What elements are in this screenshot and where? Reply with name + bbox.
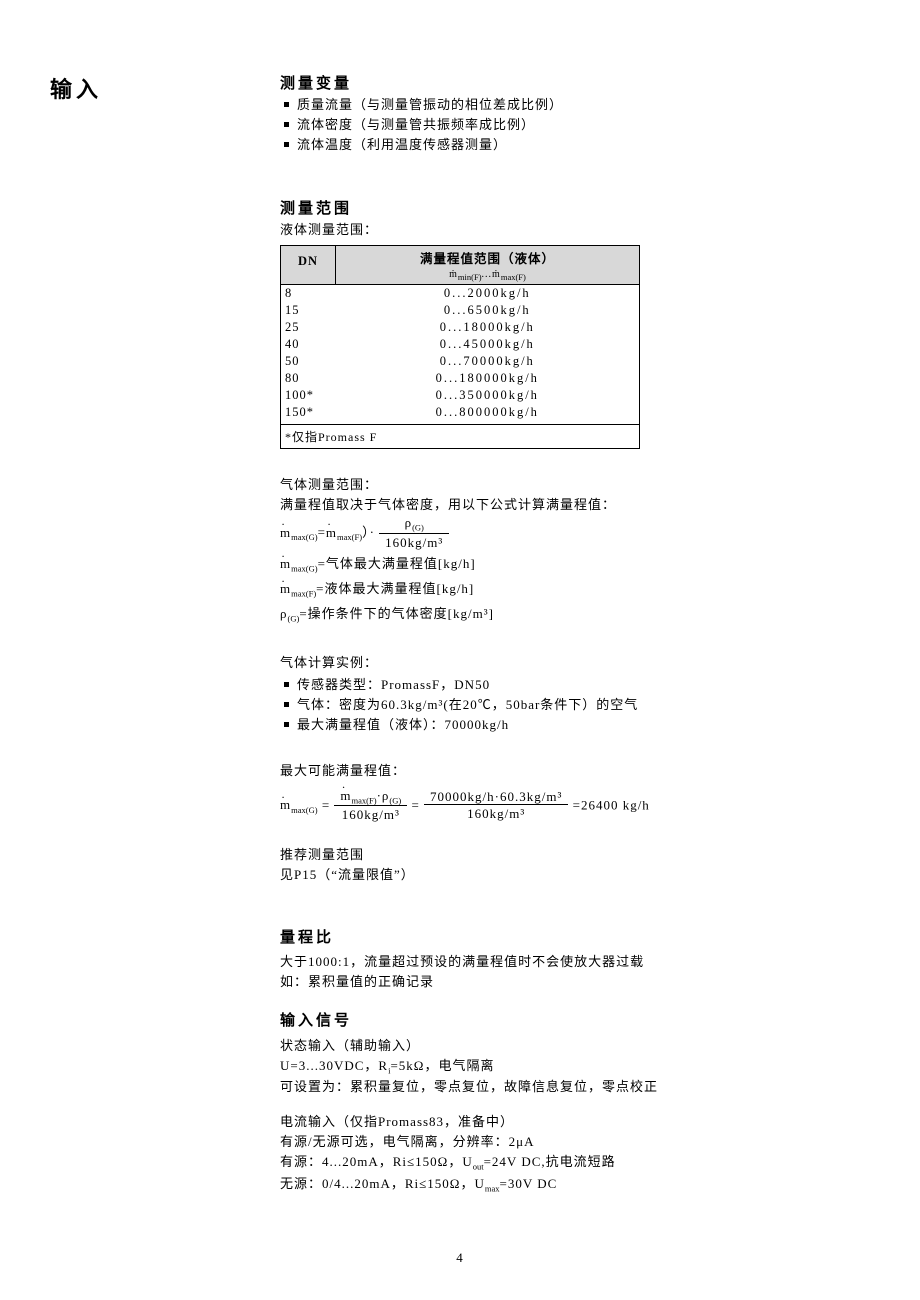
table-cell-dn: 80 [281,370,336,387]
table-cell-dn: 100* [281,387,336,404]
bullets-measure-var: 质量流量（与测量管振动的相位差成比例） 流体密度（与测量管共振频率成比例） 流体… [280,95,810,155]
bullet-icon [284,722,289,727]
gas-example-title: 气体计算实例： [280,653,810,673]
bullet-text: 质量流量（与测量管振动的相位差成比例） [297,95,563,115]
signal-l7b: =30V DC [499,1176,557,1191]
section-measure-range: 测量范围 [280,197,810,218]
bullet-icon [284,702,289,707]
signal-l6a: 有源：4...20mA，Ri≤150Ω，U [280,1154,473,1169]
liquid-range-table: DN 满量程值范围（液体） ṁmin(F)...ṁmax(F) 80...200… [280,245,640,449]
table-cell-dn: 25 [281,319,336,336]
max-formula: mmax(G) = mmax(F)·ρ(G)160kg/m³ = 70000kg… [280,788,810,825]
rec-range-title: 推荐测量范围 [280,845,810,865]
table-note: *仅指Promass F [281,424,640,448]
section-measure-var: 测量变量 [280,72,810,93]
table-cell-val: 0...2000kg/h [336,284,640,302]
section-turndown: 量程比 [280,927,810,950]
table-cell-val: 0...45000kg/h [336,336,640,353]
formula-den: 160kg/m³ [379,534,449,552]
signal-l6b: =24V DC,抗电流短路 [484,1154,616,1169]
signal-l6: 有源：4...20mA，Ri≤150Ω，Uout=24V DC,抗电流短路 [280,1152,810,1174]
side-title: 输入 [50,72,280,104]
th-val-text: 满量程值范围（液体） [420,252,555,266]
signal-l7a: 无源：0/4...20mA，Ri≤150Ω，U [280,1176,485,1191]
def-text: =气体最大满量程值[kg/h] [318,556,476,571]
table-cell-val: 0...6500kg/h [336,302,640,319]
rec-range-text: 见P15（“流量限值”） [280,865,810,885]
def-line: ρ(G)=操作条件下的气体密度[kg/m³] [280,602,810,627]
th-val-sub: ṁmin(F)...ṁmax(F) [340,269,635,282]
signal-l2a: U=3...30VDC，R [280,1058,388,1073]
bullet-text: 传感器类型：PromassF，DN50 [297,675,490,695]
bullet-text: 流体密度（与测量管共振频率成比例） [297,115,535,135]
bullet-icon [284,102,289,107]
bullet-icon [284,122,289,127]
signal-l2b: =5kΩ，电气隔离 [390,1058,494,1073]
bullet-icon [284,682,289,687]
liquid-range-label: 液体测量范围： [280,220,810,240]
signal-l3: 可设置为：累积量复位，零点复位，故障信息复位，零点校正 [280,1077,810,1097]
table-cell-val: 0...350000kg/h [336,387,640,404]
max-result: =26400 kg/h [573,797,650,812]
table-cell-dn: 40 [281,336,336,353]
def-line: mmax(G)=气体最大满量程值[kg/h] [280,552,810,577]
def-line: mmax(F)=液体最大满量程值[kg/h] [280,577,810,602]
signal-l2: U=3...30VDC，Ri=5kΩ，电气隔离 [280,1056,810,1078]
table-cell-dn: 8 [281,284,336,302]
th-val: 满量程值范围（液体） ṁmin(F)...ṁmax(F) [336,245,640,284]
gas-range-desc: 满量程值取决于气体密度，用以下公式计算满量程值： [280,495,810,515]
gas-range-label: 气体测量范围： [280,475,810,495]
turndown-l2: 如：累积量值的正确记录 [280,972,810,992]
table-cell-val: 0...70000kg/h [336,353,640,370]
bullet-text: 气体：密度为60.3kg/m³(在20℃，50bar条件下）的空气 [297,695,638,715]
table-cell-dn: 15 [281,302,336,319]
table-cell-val: 0...800000kg/h [336,404,640,425]
formula-num: 70000kg/h·60.3kg/m³ [424,789,568,806]
signal-l5: 有源/无源可选，电气隔离，分辨率：2μA [280,1132,810,1152]
formula-den: 160kg/m³ [424,805,568,823]
gas-example-bullets: 传感器类型：PromassF，DN50 气体：密度为60.3kg/m³(在20℃… [280,675,810,735]
gas-formula: mmax(G)=mmax(F)）· ρ(G)160kg/m³ [280,515,810,552]
def-text: =液体最大满量程值[kg/h] [316,581,474,596]
turndown-l1: 大于1000:1，流量超过预设的满量程值时不会使放大器过载 [280,952,810,972]
bullet-text: 最大满量程值（液体）：70000kg/h [297,715,509,735]
table-cell-val: 0...180000kg/h [336,370,640,387]
bullet-icon [284,142,289,147]
section-input-signal: 输入信号 [280,1010,810,1033]
table-cell-dn: 50 [281,353,336,370]
signal-l1: 状态输入（辅助输入） [280,1036,810,1056]
th-dn: DN [281,245,336,284]
formula-den: 160kg/m³ [334,806,407,824]
bullet-text: 流体温度（利用温度传感器测量） [297,135,507,155]
table-cell-dn: 150* [281,404,336,425]
signal-l4: 电流输入（仅指Promass83，准备中） [280,1112,810,1132]
def-text: =操作条件下的气体密度[kg/m³] [299,606,494,621]
page-number: 4 [0,1250,920,1266]
max-possible-title: 最大可能满量程值： [280,761,810,781]
table-cell-val: 0...18000kg/h [336,319,640,336]
signal-l7: 无源：0/4...20mA，Ri≤150Ω，Umax=30V DC [280,1174,810,1196]
